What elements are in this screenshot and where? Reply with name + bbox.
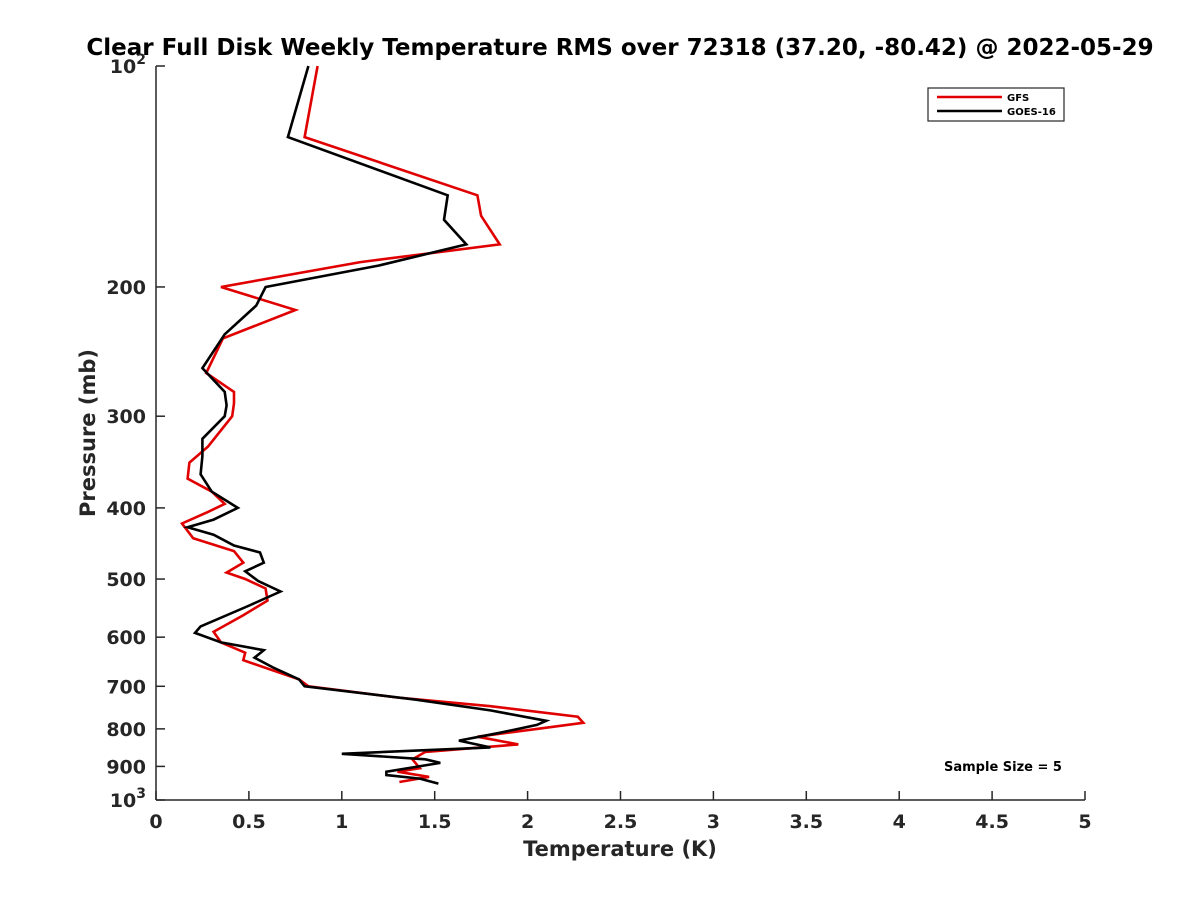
y-tick-label: 800 [106, 719, 146, 741]
x-tick-label: 4.5 [975, 811, 1009, 833]
y-tick-label: 700 [106, 676, 146, 698]
y-tick-label: 103 [110, 786, 146, 812]
series-line-goes-16 [182, 65, 551, 785]
y-tick-label: 600 [106, 627, 146, 649]
plot-area: 0 0.5 1 1.5 2 2.5 3 3.5 4 4.5 5 102 200 300 400 500 600… [106, 52, 1091, 833]
x-tick-label: 0 [149, 811, 162, 833]
x-axis-ticks: 0 0.5 1 1.5 2 2.5 3 3.5 4 4.5 5 [149, 791, 1092, 833]
legend-box [927, 87, 1065, 122]
legend-items: GFS GOES-16 [937, 93, 1056, 118]
x-tick-label: 3.5 [789, 811, 823, 833]
y-axis-ticks: 102 200 300 400 500 600 700 800 900 103 [106, 52, 165, 812]
y-tick-label: 900 [106, 756, 146, 778]
y-tick-label: 200 [106, 277, 146, 299]
y-tick-label: 400 [106, 498, 146, 520]
x-tick-label: 4 [893, 811, 906, 833]
x-tick-label: 5 [1078, 811, 1091, 833]
x-axis-label: Temperature (K) [523, 837, 717, 861]
series-layer [179, 65, 586, 785]
chart-title: Clear Full Disk Weekly Temperature RMS o… [86, 35, 1153, 61]
x-tick-label: 1 [335, 811, 348, 833]
legend: GFS GOES-16 [927, 87, 1065, 122]
x-tick-label: 3 [707, 811, 720, 833]
series-line-gfs [179, 65, 586, 784]
sample-size-annotation: Sample Size = 5 [944, 760, 1062, 775]
legend-label: GFS [1007, 93, 1029, 104]
y-axis-label: Pressure (mb) [76, 349, 100, 517]
y-tick-label: 500 [106, 569, 146, 591]
y-tick-label: 102 [110, 52, 146, 78]
x-tick-label: 2.5 [604, 811, 638, 833]
x-tick-label: 0.5 [232, 811, 266, 833]
y-tick-label: 300 [106, 406, 146, 428]
x-tick-label: 2 [521, 811, 534, 833]
legend-label: GOES-16 [1007, 107, 1056, 118]
x-tick-label: 1.5 [418, 811, 452, 833]
